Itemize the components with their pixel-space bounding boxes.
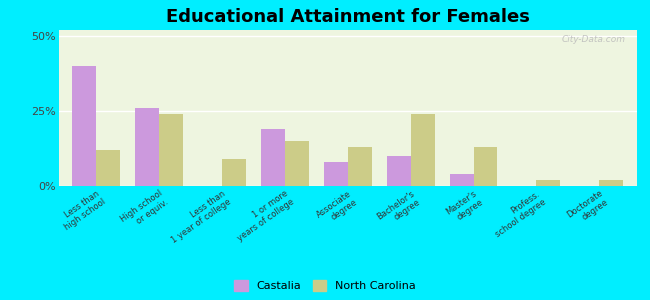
Bar [72,66,96,186]
Bar [261,129,285,186]
Title: Educational Attainment for Females: Educational Attainment for Females [166,8,530,26]
Bar [599,180,623,186]
Bar [159,114,183,186]
Bar [387,156,411,186]
Bar [222,159,246,186]
Bar [473,147,497,186]
Bar [348,147,372,186]
Bar [285,141,309,186]
Bar [536,180,560,186]
Bar [324,162,348,186]
Bar [96,150,120,186]
Bar [450,174,473,186]
Legend: Castalia, North Carolina: Castalia, North Carolina [235,280,415,291]
Text: City-Data.com: City-Data.com [562,35,625,44]
Bar [135,108,159,186]
Bar [411,114,435,186]
